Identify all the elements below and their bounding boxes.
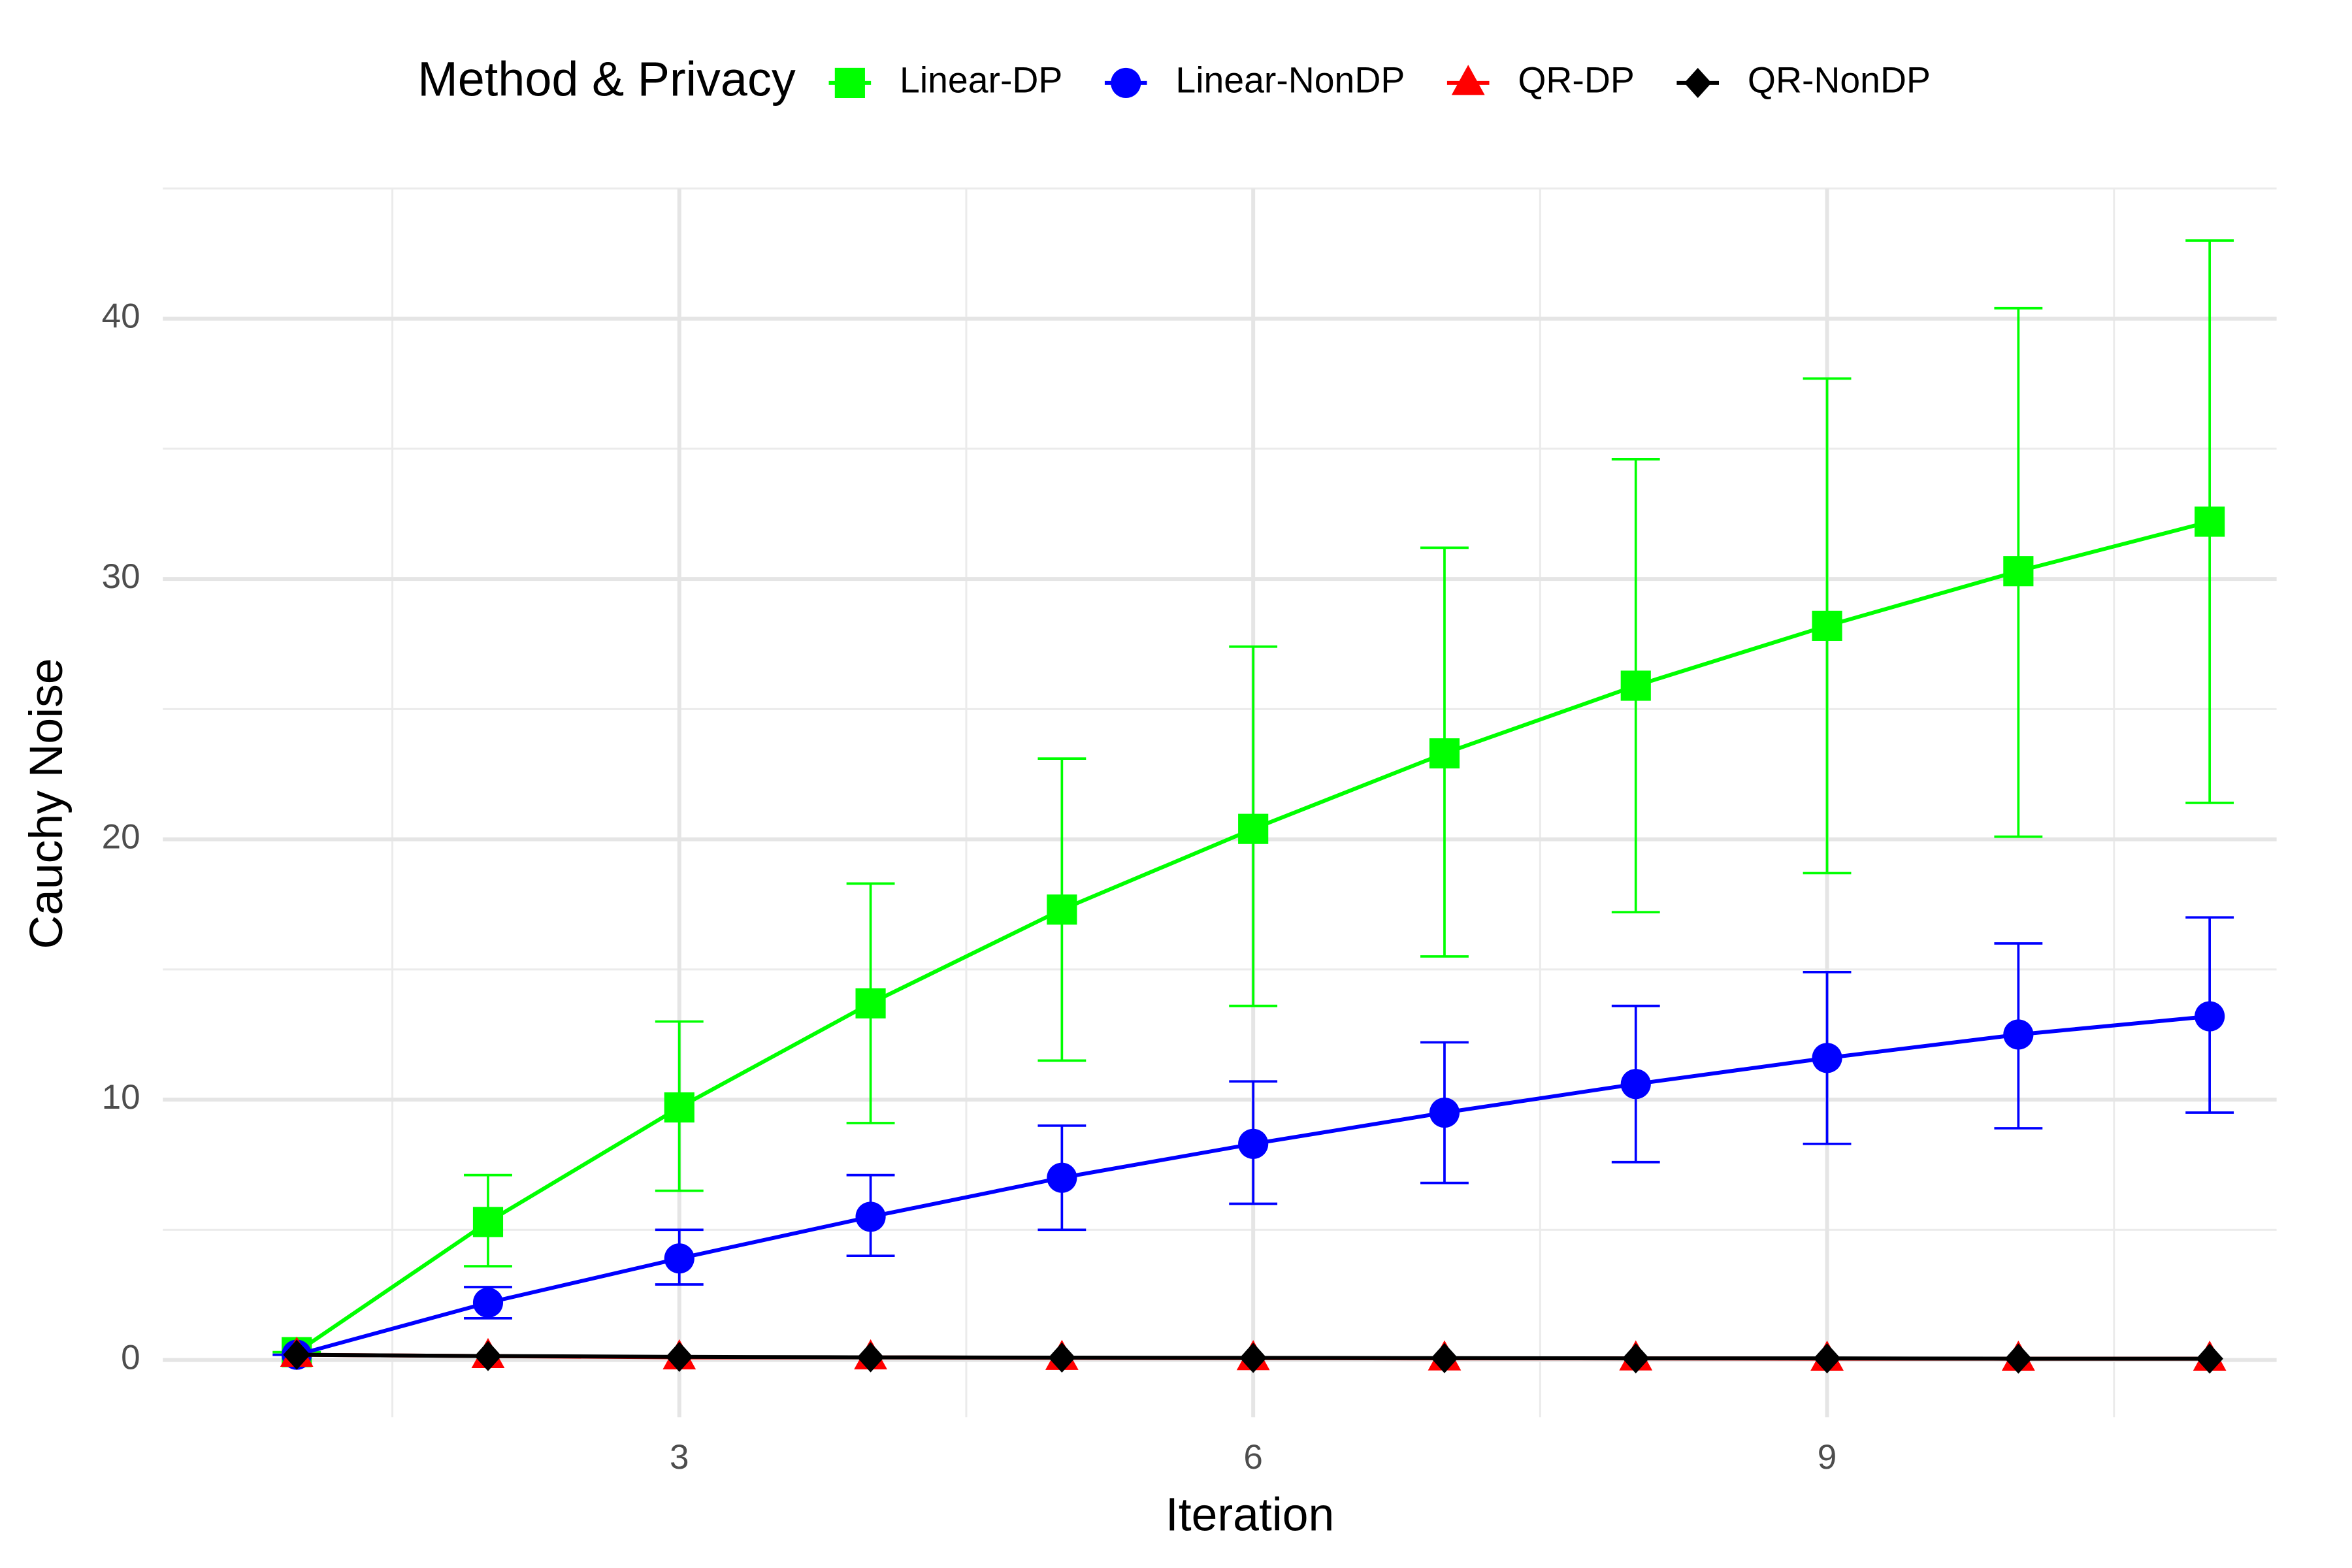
marker xyxy=(1047,894,1077,925)
marker xyxy=(2195,1001,2225,1032)
series xyxy=(272,916,2234,1370)
marker xyxy=(1812,1043,1842,1073)
marker xyxy=(1622,1343,1650,1374)
legend-label: QR-DP xyxy=(1518,60,1634,101)
y-tick-label: 10 xyxy=(102,1078,140,1117)
marker xyxy=(2003,556,2034,587)
legend-label: QR-NonDP xyxy=(1748,60,1931,101)
x-tick-label: 6 xyxy=(1243,1438,1263,1477)
marker xyxy=(1429,738,1460,769)
marker xyxy=(1451,65,1485,95)
marker xyxy=(1813,1343,1841,1374)
marker xyxy=(1812,610,1842,641)
legend: Linear-DP Linear-NonDP QR-DP QR-NonDP xyxy=(828,60,1931,101)
legend-label: Linear-DP xyxy=(900,60,1062,101)
marker xyxy=(834,67,865,98)
x-axis-title: Iteration xyxy=(1166,1489,1334,1541)
marker xyxy=(1620,670,1651,701)
y-tick-label: 20 xyxy=(102,818,140,857)
marker xyxy=(472,1287,504,1318)
y-tick-label: 0 xyxy=(121,1339,140,1377)
marker xyxy=(855,1201,886,1232)
series xyxy=(283,1339,2223,1374)
marker xyxy=(1239,1343,1267,1373)
marker xyxy=(2195,506,2225,537)
marker xyxy=(664,1243,694,1274)
legend-label: Linear-NonDP xyxy=(1175,60,1405,101)
y-axis-title: Cauchy Noise xyxy=(20,658,73,949)
marker xyxy=(1111,67,1141,98)
series xyxy=(272,239,2234,1367)
marker xyxy=(664,1092,694,1123)
marker xyxy=(1048,1342,1076,1373)
marker xyxy=(1238,1128,1269,1159)
marker xyxy=(1429,1097,1460,1128)
y-tick-label: 30 xyxy=(102,557,140,596)
x-tick-label: 9 xyxy=(1818,1438,1837,1477)
y-tick-label: 40 xyxy=(102,297,140,336)
marker xyxy=(1047,1162,1077,1193)
marker xyxy=(1620,1069,1651,1100)
marker xyxy=(1238,813,1269,844)
marker xyxy=(1684,67,1712,98)
marker xyxy=(283,1339,310,1370)
legend-title: Method & Privacy xyxy=(417,52,796,106)
marker xyxy=(855,988,886,1019)
x-tick-label: 3 xyxy=(670,1438,689,1477)
marker xyxy=(2003,1019,2034,1050)
marker xyxy=(857,1342,885,1373)
marker xyxy=(472,1207,504,1237)
marker xyxy=(1431,1343,1458,1373)
